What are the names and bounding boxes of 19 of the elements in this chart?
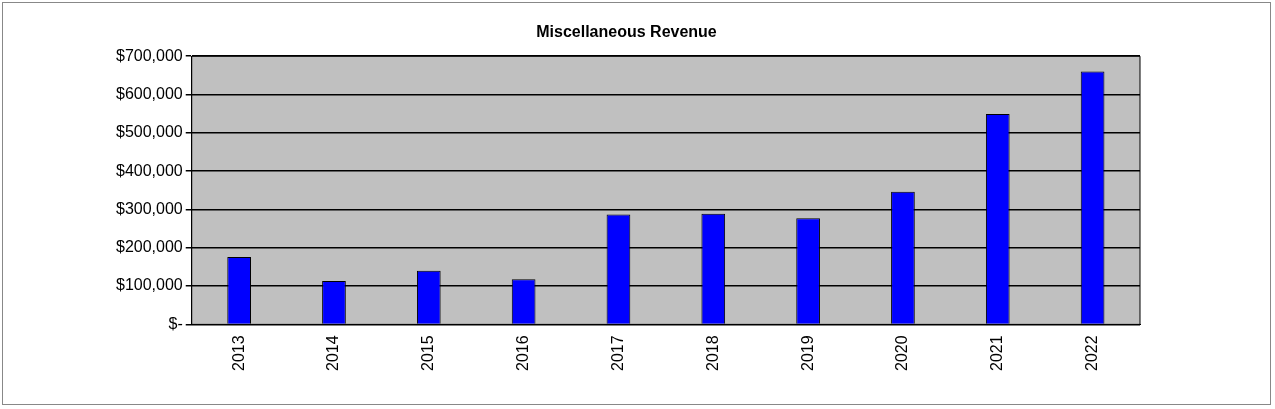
y-tick-label: $600,000 [116, 84, 183, 102]
x-tick-label: 2016 [514, 335, 532, 371]
x-tick-label: 2018 [703, 335, 721, 371]
x-tick-label: 2020 [893, 335, 911, 371]
chart-title: Miscellaneous Revenue [536, 23, 717, 41]
x-tick-label: 2015 [419, 335, 437, 371]
x-tick-label: 2017 [608, 335, 626, 371]
y-tick-label: $500,000 [116, 123, 183, 141]
y-tick-label: $200,000 [116, 238, 183, 256]
x-tick-label: 2021 [988, 335, 1006, 371]
y-tick-label: $300,000 [116, 199, 183, 217]
x-tick-label: 2013 [229, 335, 247, 371]
y-tick-label: $700,000 [116, 46, 183, 64]
y-tick-label: $400,000 [116, 161, 183, 179]
x-tick-label: 2019 [798, 335, 816, 371]
x-tick-label: 2022 [1082, 335, 1100, 371]
y-tick-label: $- [168, 314, 183, 332]
x-tick-label: 2014 [324, 335, 342, 371]
y-tick-label: $100,000 [116, 276, 183, 294]
